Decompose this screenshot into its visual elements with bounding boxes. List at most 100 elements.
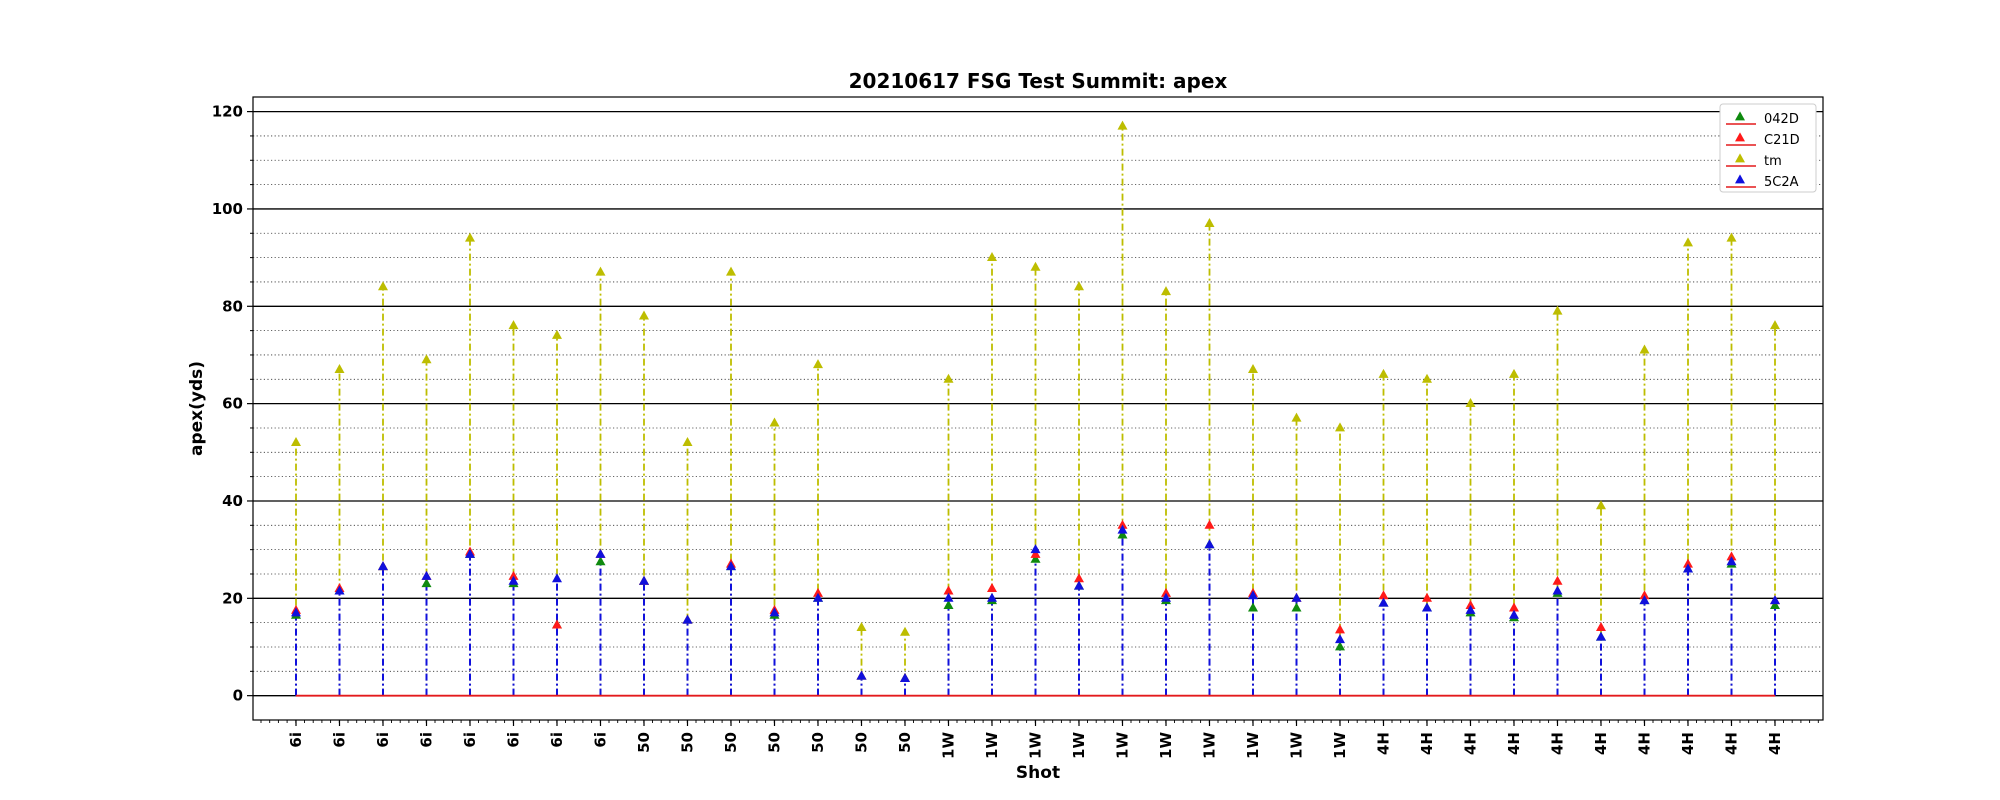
marker-tm [1335, 422, 1345, 432]
markers [291, 120, 1780, 683]
x-tick-label: 4H [1549, 732, 1567, 755]
x-tick-label: 1W [983, 732, 1001, 759]
marker-5c2a [508, 575, 519, 585]
x-tick-label: 6i [287, 732, 305, 748]
x-tick-label: 4H [1636, 732, 1654, 755]
marker-tm [1770, 320, 1780, 330]
marker-5c2a [1683, 563, 1693, 573]
marker-5c2a [1030, 544, 1041, 554]
legend-marker-tm [1735, 153, 1745, 163]
y-tick-label: 40 [222, 492, 243, 510]
marker-5c2a [595, 548, 606, 558]
marker-c21d [1552, 575, 1563, 585]
legend-label-c21d: C21D [1764, 133, 1800, 148]
marker-5c2a [1465, 604, 1476, 614]
marker-5c2a [1074, 580, 1084, 590]
marker-c21d [1335, 624, 1345, 634]
marker-c21d [943, 585, 954, 595]
marker-042d [595, 556, 606, 566]
y-axis-label: apex(yds) [187, 361, 207, 456]
marker-tm [595, 266, 606, 276]
y-tick-label: 120 [212, 103, 243, 121]
marker-tm [1117, 120, 1128, 130]
marker-c21d [1596, 621, 1606, 631]
marker-042d [421, 578, 432, 588]
chart-title: 20210617 FSG Test Summit: apex [849, 69, 1228, 93]
marker-c21d [987, 583, 997, 593]
x-tick-label: 50 [679, 732, 697, 753]
x-axis-label: Shot [1016, 763, 1060, 783]
x-tick-label: 1W [1027, 732, 1045, 759]
x-tick-label: 4H [1375, 732, 1393, 755]
x-tick-label: 6i [505, 732, 523, 748]
grid [253, 110, 1823, 697]
marker-tm [1378, 368, 1389, 378]
marker-5c2a [378, 561, 388, 571]
marker-5c2a [1770, 595, 1780, 605]
marker-5c2a [769, 607, 780, 617]
plot-frame [252, 96, 1824, 721]
x-tick-label: 4H [1723, 732, 1741, 755]
marker-c21d [552, 619, 562, 629]
y-tick-label: 100 [212, 200, 243, 218]
marker-tm [1074, 281, 1084, 291]
legend-label-5c2a: 5C2A [1764, 175, 1799, 190]
marker-c21d [1509, 602, 1519, 612]
x-tick-label: 50 [635, 732, 653, 753]
marker-c21d [1726, 551, 1737, 561]
marker-5c2a [682, 614, 693, 624]
stems [295, 126, 1776, 697]
y-tick-label: 80 [222, 297, 243, 315]
x-tick-label: 4H [1418, 732, 1436, 755]
x-tick-label: 50 [809, 732, 827, 753]
marker-tm [508, 320, 519, 330]
legend-marker-042d [1735, 111, 1745, 121]
marker-042d [1291, 602, 1302, 612]
legend-label-tm: tm [1764, 154, 1782, 169]
marker-5c2a [813, 592, 823, 602]
marker-tm [1552, 305, 1563, 315]
legend-marker-c21d [1735, 132, 1745, 142]
marker-tm [1683, 237, 1693, 247]
marker-c21d [1639, 590, 1650, 600]
x-tick-label: 1W [1114, 732, 1132, 759]
x-tick-label: 50 [853, 732, 871, 753]
marker-5c2a [1161, 592, 1171, 602]
axes: 0 20 40 60 80 100 120 6i 6i 6i 6i 6i 6i 6i 6i 50 50 50 50 5… [212, 96, 1824, 759]
x-tick-label: 4H [1462, 732, 1480, 755]
legend: 042D C21D tm 5C2A [1719, 103, 1817, 193]
marker-tm [1726, 232, 1737, 242]
marker-tm [1161, 286, 1171, 296]
marker-042d [1117, 529, 1128, 539]
marker-tm [1422, 373, 1432, 383]
marker-5c2a [1248, 590, 1258, 600]
marker-5c2a [726, 561, 736, 571]
x-tick-label: 1W [1244, 732, 1262, 759]
marker-tm [900, 626, 910, 636]
marker-tm [1596, 500, 1606, 510]
x-tick-label: 6i [461, 732, 479, 748]
marker-tm [1248, 363, 1258, 373]
legend-marker-5c2a [1735, 174, 1745, 184]
marker-5c2a [1291, 592, 1302, 602]
marker-tm [421, 354, 432, 364]
x-tick-label: 1W [1157, 732, 1175, 759]
marker-tm [987, 252, 997, 262]
marker-tm [726, 266, 736, 276]
y-tick-label: 0 [233, 687, 243, 705]
marker-5c2a [639, 575, 649, 585]
marker-5c2a [291, 607, 301, 617]
marker-tm [1509, 368, 1519, 378]
marker-042d [1770, 600, 1780, 610]
marker-042d [943, 600, 954, 610]
marker-5c2a [1596, 631, 1606, 641]
y-tick-label: 60 [222, 395, 243, 413]
x-tick-label: 6i [592, 732, 610, 748]
x-tick-label: 50 [896, 732, 914, 753]
x-tick-label: 4H [1766, 732, 1784, 755]
marker-tm [813, 359, 823, 369]
y-tick-label: 20 [222, 589, 243, 607]
marker-5c2a [1204, 539, 1215, 549]
marker-5c2a [1422, 602, 1432, 612]
